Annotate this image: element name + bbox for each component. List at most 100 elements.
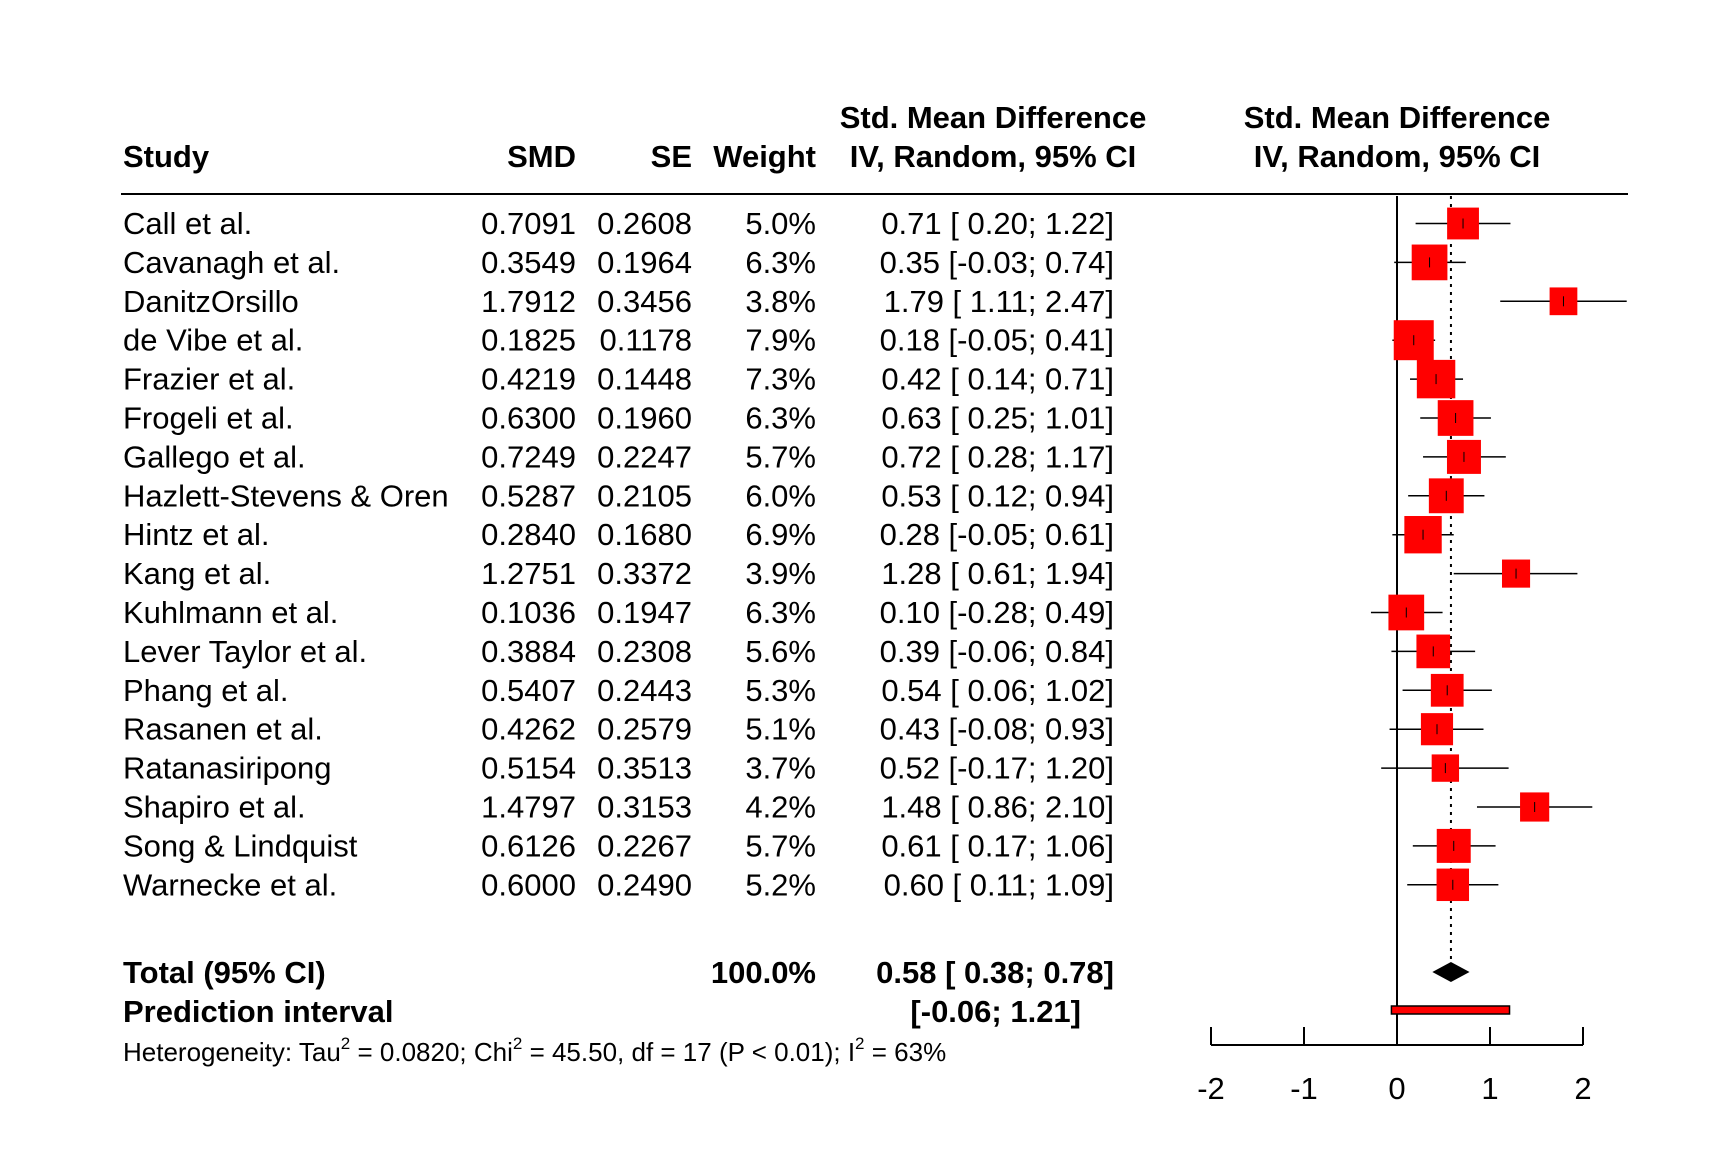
study-ci-text: 0.60 [ 0.11; 1.09] — [884, 867, 1114, 902]
header-smd: SMD — [507, 139, 576, 174]
study-name: Frazier et al. — [123, 362, 295, 397]
study-ci-text: 1.28 [ 0.61; 1.94] — [881, 556, 1114, 591]
study-ci-text: 0.54 [ 0.06; 1.02] — [881, 673, 1114, 708]
heterogeneity-part2: = 0.0820; Chi — [350, 1037, 513, 1067]
study-name: DanitzOrsillo — [123, 284, 299, 319]
study-weight: 5.3% — [745, 673, 816, 708]
study-smd: 0.1036 — [481, 595, 576, 630]
study-weight: 5.6% — [745, 634, 816, 669]
study-name: Cavanagh et al. — [123, 245, 340, 280]
study-se: 0.2105 — [597, 478, 692, 513]
study-se: 0.3153 — [597, 790, 692, 825]
plot-area: -2 -1 0 1 2 — [1197, 196, 1627, 1106]
study-name: Phang et al. — [123, 673, 288, 708]
study-se: 0.1960 — [597, 401, 692, 436]
study-weight: 5.7% — [745, 828, 816, 863]
heterogeneity-sup3: 2 — [855, 1034, 864, 1053]
study-rows: Call et al. 0.7091 0.2608 5.0% 0.71 [ 0.20; … — [123, 206, 1114, 902]
prediction-label: Prediction interval — [123, 994, 393, 1029]
pooled-diamond — [1432, 962, 1470, 982]
study-weight: 3.9% — [745, 556, 816, 591]
study-ci-text: 0.61 [ 0.17; 1.06] — [881, 828, 1114, 863]
heterogeneity-text: Heterogeneity: Tau2 = 0.0820; Chi2 = 45.… — [123, 1034, 946, 1067]
study-se: 0.1178 — [599, 323, 692, 358]
heterogeneity-sup1: 2 — [341, 1034, 350, 1053]
study-ci-text: 0.63 [ 0.25; 1.01] — [881, 401, 1114, 436]
study-se: 0.2308 — [597, 634, 692, 669]
study-smd: 0.2840 — [481, 517, 576, 552]
heterogeneity-prefix: Heterogeneity: Tau — [123, 1037, 341, 1067]
study-ci-text: 0.53 [ 0.12; 0.94] — [881, 478, 1114, 513]
study-se: 0.1448 — [597, 362, 692, 397]
study-name: Lever Taylor et al. — [123, 634, 367, 669]
prediction-interval-bar — [1390, 1005, 1511, 1015]
study-se: 0.2247 — [597, 439, 692, 474]
study-smd: 0.1825 — [481, 323, 576, 358]
study-smd: 1.2751 — [481, 556, 576, 591]
study-ci-text: 1.48 [ 0.86; 2.10] — [881, 790, 1114, 825]
study-ci-text: 0.10 [-0.28; 0.49] — [880, 595, 1114, 630]
study-smd: 0.6126 — [481, 828, 576, 863]
study-name: Shapiro et al. — [123, 790, 306, 825]
study-se: 0.2490 — [597, 867, 692, 902]
study-ci-text: 0.35 [-0.03; 0.74] — [880, 245, 1114, 280]
study-name: Kang et al. — [123, 556, 271, 591]
study-smd: 0.5287 — [481, 478, 576, 513]
header-plot-line2: IV, Random, 95% CI — [1254, 139, 1541, 174]
header-effect-line2: IV, Random, 95% CI — [850, 139, 1137, 174]
study-name: Frogeli et al. — [123, 401, 294, 436]
study-name: Hazlett-Stevens & Oren — [123, 478, 449, 513]
study-weight: 6.3% — [745, 245, 816, 280]
study-name: Song & Lindquist — [123, 828, 358, 863]
header-se: SE — [651, 139, 692, 174]
study-name: Call et al. — [123, 206, 252, 241]
study-ci-text: 0.39 [-0.06; 0.84] — [880, 634, 1114, 669]
study-smd: 0.7249 — [481, 439, 576, 474]
study-weight: 3.7% — [745, 751, 816, 786]
study-name: de Vibe et al. — [123, 323, 303, 358]
heterogeneity-sup2: 2 — [513, 1034, 522, 1053]
study-ci-text: 0.43 [-0.08; 0.93] — [880, 712, 1114, 747]
study-smd: 0.5407 — [481, 673, 576, 708]
study-se: 0.3372 — [597, 556, 692, 591]
study-weight: 6.9% — [745, 517, 816, 552]
study-se: 0.2579 — [597, 712, 692, 747]
x-axis-tick-label: -1 — [1290, 1071, 1318, 1106]
study-ci-text: 0.72 [ 0.28; 1.17] — [881, 439, 1114, 474]
heterogeneity-part3: = 45.50, df = 17 (P < 0.01); I — [522, 1037, 855, 1067]
total-label: Total (95% CI) — [123, 955, 326, 990]
study-weight: 5.2% — [745, 867, 816, 902]
x-axis-tick-label: 1 — [1481, 1071, 1498, 1106]
study-se: 0.1964 — [597, 245, 692, 280]
study-ci-text: 0.52 [-0.17; 1.20] — [880, 751, 1114, 786]
study-ci-text: 0.18 [-0.05; 0.41] — [880, 323, 1114, 358]
study-ci-text: 0.42 [ 0.14; 0.71] — [881, 362, 1114, 397]
total-ci-text: 0.58 [ 0.38; 0.78] — [876, 955, 1114, 990]
study-se: 0.3513 — [597, 751, 692, 786]
study-ci-text: 1.79 [ 1.11; 2.47] — [884, 284, 1114, 319]
heterogeneity-part4: = 63% — [865, 1037, 947, 1067]
study-se: 0.2443 — [597, 673, 692, 708]
total-weight: 100.0% — [711, 955, 816, 990]
study-smd: 1.4797 — [481, 790, 576, 825]
x-axis-tick-label: 2 — [1574, 1071, 1591, 1106]
study-se: 0.2267 — [597, 828, 692, 863]
study-weight: 5.1% — [745, 712, 816, 747]
study-ci-text: 0.28 [-0.05; 0.61] — [880, 517, 1114, 552]
study-se: 0.1947 — [597, 595, 692, 630]
study-weight: 4.2% — [745, 790, 816, 825]
study-weight: 6.3% — [745, 595, 816, 630]
prediction-ci-text: [-0.06; 1.21] — [910, 994, 1081, 1029]
study-smd: 1.7912 — [481, 284, 576, 319]
study-weight: 5.7% — [745, 439, 816, 474]
header-plot-line1: Std. Mean Difference — [1244, 100, 1551, 135]
study-name: Hintz et al. — [123, 517, 269, 552]
study-smd: 0.5154 — [481, 751, 576, 786]
study-smd: 0.3549 — [481, 245, 576, 280]
header-effect-line1: Std. Mean Difference — [840, 100, 1147, 135]
study-name: Kuhlmann et al. — [123, 595, 338, 630]
study-weight: 6.0% — [745, 478, 816, 513]
header-weight: Weight — [713, 139, 816, 174]
header-study: Study — [123, 139, 210, 174]
